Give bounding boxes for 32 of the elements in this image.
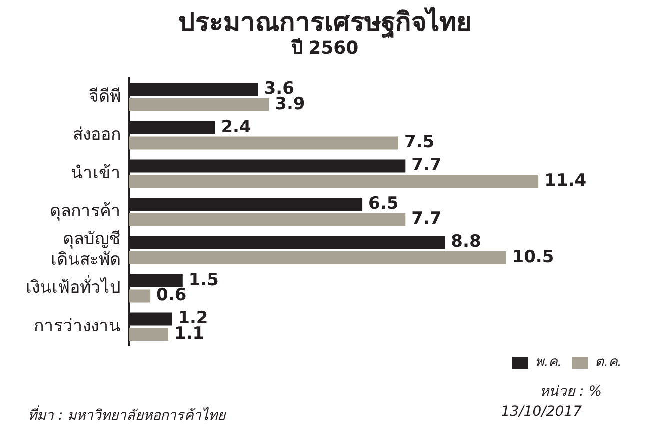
text: 13/10/2017: [501, 404, 582, 422]
text: ที่มา : มหาวิทยาลัยหอการค้าไทย: [28, 404, 226, 426]
y-tick-label: ดุลการค้า: [50, 202, 121, 222]
y-tick-label: นำเข้า: [71, 163, 121, 184]
bar: [129, 98, 270, 112]
chart-title: ประมาณการเศรษฐกิจไทย: [178, 8, 472, 38]
data-label: 11.4: [544, 170, 587, 191]
data-label: 6.5: [368, 194, 399, 214]
y-tick-label: ส่งออก: [73, 125, 121, 146]
data-label: 7.7: [412, 209, 442, 230]
data-label: 8.8: [451, 232, 482, 252]
chart-subtitle: ปี 2560: [291, 38, 359, 60]
legend-label: พ.ค.: [535, 354, 562, 371]
y-tick-label: จีดีพี: [89, 86, 121, 107]
y-tick-label: เงินเฟ้อทั่วไป: [26, 275, 121, 298]
data-label: 2.4: [221, 117, 252, 138]
text: หน่วย : %: [539, 383, 603, 402]
bar: [129, 290, 151, 303]
y-tick-label: การว่างงาน: [34, 316, 121, 336]
data-label: 1.5: [188, 270, 220, 290]
legend-label: ต.ค.: [595, 354, 622, 371]
y-tick-label: ดุลบัญชี เดินสะพัด: [51, 230, 121, 270]
data-label: 10.5: [512, 247, 554, 268]
data-label: 7.5: [404, 132, 435, 153]
bar: [129, 174, 539, 188]
data-label: 0.6: [156, 286, 187, 306]
data-label: 1.1: [174, 324, 205, 344]
data-label: 7.7: [412, 156, 442, 176]
bar: [129, 328, 169, 342]
bar: [129, 136, 398, 150]
bar: [129, 213, 406, 226]
bar: [129, 252, 506, 265]
